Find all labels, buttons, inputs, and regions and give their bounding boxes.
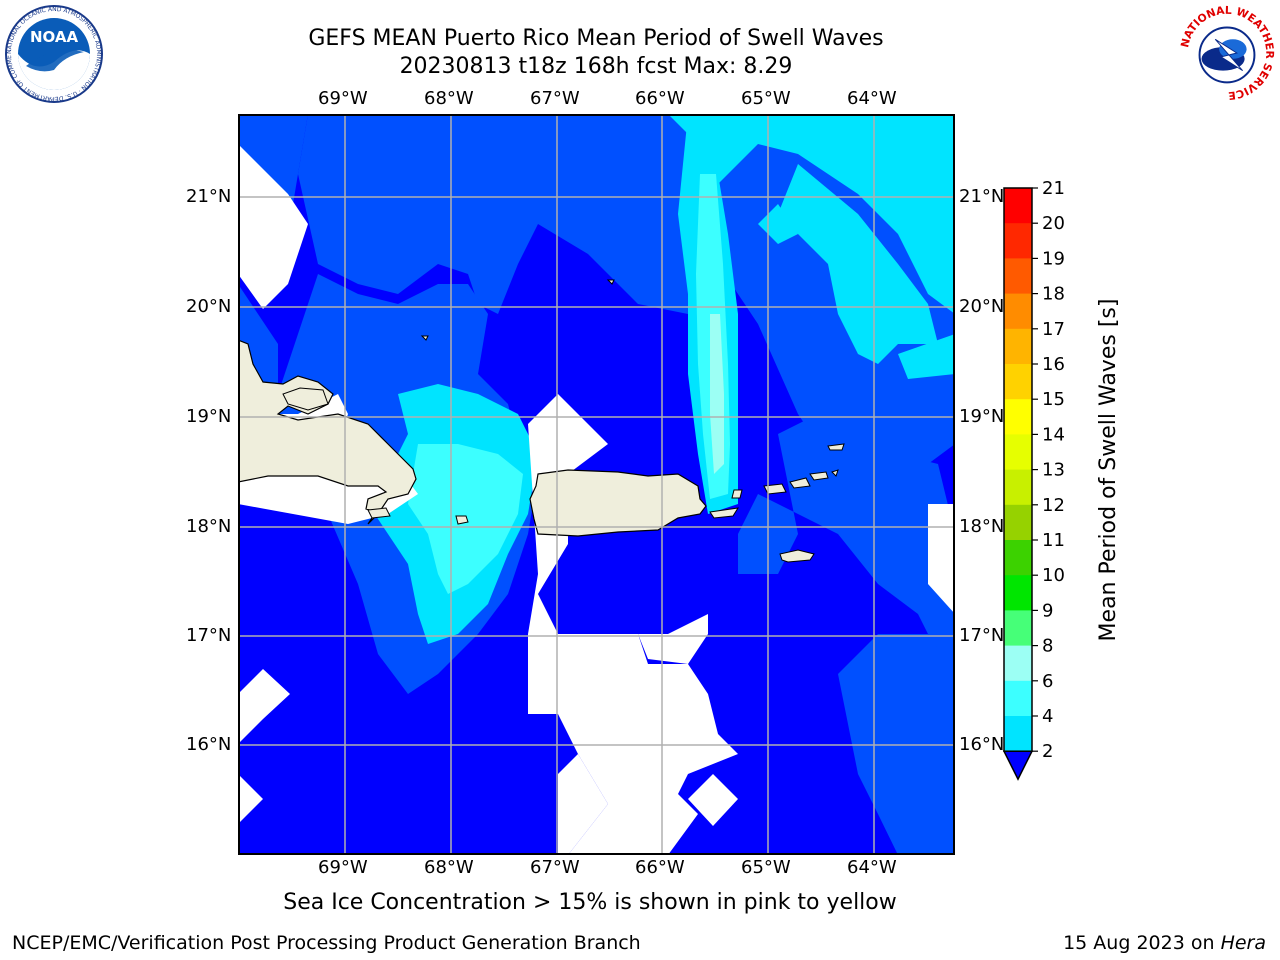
- colorbar-tick-label: 16: [1042, 354, 1065, 375]
- chart-subtitle: 20230813 t18z 168h fcst Max: 8.29: [399, 54, 793, 79]
- land-mona: [455, 515, 469, 525]
- colorbar-swatches: [1002, 187, 1034, 781]
- colorbar-tick-label: 8: [1042, 636, 1053, 657]
- lat-label-left: 20°N: [186, 296, 232, 317]
- lat-label-right: 20°N: [959, 296, 1005, 317]
- lon-label-bottom: 65°W: [741, 857, 791, 878]
- colorbar-tick-label: 11: [1042, 530, 1065, 551]
- map-panel: [238, 114, 955, 855]
- lat-label-right: 17°N: [959, 625, 1005, 646]
- lat-label-right: 21°N: [959, 186, 1005, 207]
- colorbar-tick-label: 20: [1042, 213, 1065, 234]
- colorbar-tick-label: 17: [1042, 319, 1065, 340]
- colorbar-swatch: [1004, 328, 1032, 365]
- lon-label-bottom: 68°W: [424, 857, 474, 878]
- lon-label-bottom: 66°W: [635, 857, 685, 878]
- colorbar-swatch: [1004, 575, 1032, 611]
- noaa-logo-text: NOAA: [30, 28, 79, 46]
- colorbar-swatch: [1004, 399, 1032, 435]
- colorbar-swatch: [1004, 540, 1032, 576]
- land-virgin-islands: [420, 279, 845, 563]
- lat-label-left: 19°N: [186, 406, 232, 427]
- colorbar-tick-label: 18: [1042, 284, 1065, 305]
- lon-label-top: 66°W: [635, 88, 685, 109]
- footer-credit: NCEP/EMC/Verification Post Processing Pr…: [12, 932, 641, 954]
- colorbar-swatch: [1004, 716, 1032, 752]
- colorbar-swatch: [1004, 434, 1032, 471]
- colorbar-swatch: [1004, 188, 1032, 224]
- colorbar-tick-label: 15: [1042, 389, 1065, 410]
- colorbar-swatch: [1004, 645, 1032, 682]
- lat-label-left: 16°N: [186, 734, 232, 755]
- lat-label-right: 18°N: [959, 516, 1005, 537]
- footer-date-text: 15 Aug 2023 on: [1063, 932, 1221, 954]
- lon-label-top: 64°W: [847, 88, 897, 109]
- lon-label-top: 65°W: [741, 88, 791, 109]
- colorbar-tick-label: 14: [1042, 424, 1065, 445]
- map-gridlines: [238, 114, 955, 855]
- colorbar-tick-label: 6: [1042, 671, 1053, 692]
- colorbar-tick-label: 4: [1042, 706, 1053, 727]
- lon-label-top: 69°W: [318, 88, 368, 109]
- sea-ice-note: Sea Ice Concentration > 15% is shown in …: [0, 890, 1280, 915]
- footer-date: 15 Aug 2023 on Hera: [1063, 932, 1266, 954]
- colorbar-swatch: [1004, 258, 1032, 295]
- land-hispaniola: [238, 339, 417, 525]
- colorbar-tick-label: 19: [1042, 248, 1065, 269]
- colorbar-swatch: [1004, 364, 1032, 400]
- lon-label-top: 68°W: [424, 88, 474, 109]
- colorbar: 2 4 6 8 9 10 11 12 13 14 15 16 17 18 19 20 21 Mean Perio…: [1002, 178, 1121, 781]
- colorbar-swatch: [1004, 680, 1032, 717]
- noaa-logo: NOAA NATIONAL OCEANIC AND ATMOSPHERIC AD…: [4, 4, 103, 103]
- lon-label-bottom: 67°W: [530, 857, 580, 878]
- chart-title: GEFS MEAN Puerto Rico Mean Period of Swe…: [308, 26, 884, 51]
- colorbar-tick-label: 2: [1042, 741, 1053, 762]
- lon-label-bottom: 64°W: [847, 857, 897, 878]
- lon-label-top: 67°W: [530, 88, 580, 109]
- land-islet-1: [367, 507, 391, 519]
- colorbar-tick-label: 12: [1042, 495, 1065, 516]
- colorbar-tick-label: 10: [1042, 565, 1065, 586]
- colorbar-swatch: [1004, 610, 1032, 647]
- map-frame: [238, 114, 955, 855]
- lat-label-left: 17°N: [186, 625, 232, 646]
- colorbar-label: Mean Period of Swell Waves [s]: [1096, 299, 1121, 642]
- nws-logo: NATIONAL WEATHER SERVICE: [1178, 4, 1276, 102]
- sea-ice-note-text: Sea Ice Concentration > 15% is shown in …: [283, 890, 897, 915]
- lon-label-bottom: 69°W: [318, 857, 368, 878]
- colorbar-tick-label: 21: [1042, 178, 1065, 199]
- colorbar-swatch: [1004, 293, 1032, 330]
- colorbar-tick-label: 9: [1042, 600, 1053, 621]
- colorbar-tick-label: 13: [1042, 460, 1065, 481]
- lat-label-right: 16°N: [959, 734, 1005, 755]
- field-9-10: [710, 314, 724, 474]
- colorbar-ticks: 2 4 6 8 9 10 11 12 13 14 15 16 17 18 19 20 21: [1032, 178, 1065, 762]
- lat-label-left: 21°N: [186, 186, 232, 207]
- colorbar-swatch: [1004, 469, 1032, 506]
- land-tortuga: [282, 387, 329, 411]
- colorbar-under-triangle: [1002, 750, 1034, 781]
- footer-host: Hera: [1220, 932, 1266, 954]
- lat-label-right: 19°N: [959, 406, 1005, 427]
- colorbar-swatch: [1004, 504, 1032, 541]
- lat-label-left: 18°N: [186, 516, 232, 537]
- colorbar-swatch: [1004, 223, 1032, 259]
